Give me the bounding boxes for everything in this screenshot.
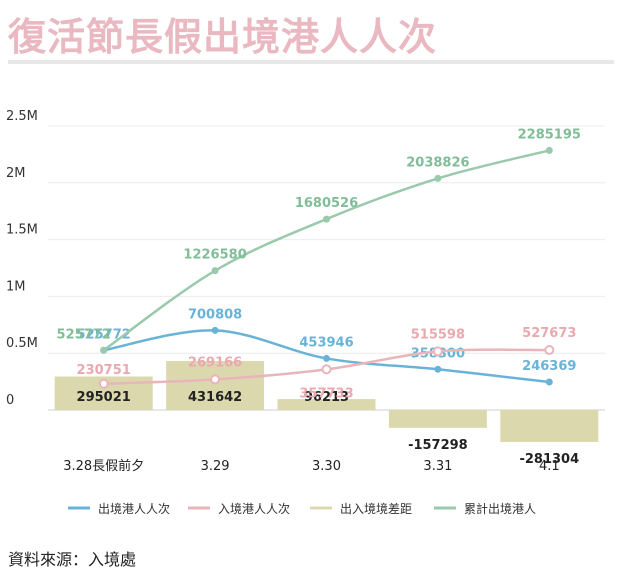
bar-value-label: -157298 <box>408 438 468 453</box>
series-outbound-point <box>323 354 330 362</box>
y-tick-label: 1.5M <box>6 223 38 238</box>
bar <box>277 399 376 410</box>
series-outbound-value-label: 700808 <box>188 307 242 322</box>
legend-label: 出入境境差距 <box>340 501 412 516</box>
bar-value-label: 431642 <box>188 390 242 405</box>
legend-label: 出境港人人次 <box>98 501 170 516</box>
series-cumulative-value-label: 2285195 <box>518 127 581 142</box>
series-outbound-point <box>545 378 553 386</box>
series-inbound-value-label: 230751 <box>77 363 131 378</box>
x-category-label: 3.30 <box>312 459 341 474</box>
bar-value-label: -281304 <box>519 452 579 467</box>
bar-value-label: 295021 <box>77 390 131 405</box>
bar-value-label: 96213 <box>304 390 349 405</box>
y-tick-label: 2M <box>6 166 26 181</box>
series-cumulative-value-label: 525772 <box>57 327 111 342</box>
x-category-label: 3.28長假前夕 <box>63 458 144 474</box>
series-cumulative-line <box>102 149 550 352</box>
series-inbound-point <box>98 378 109 389</box>
series-inbound-value-label: 357733 <box>299 386 353 401</box>
x-category-label: 3.31 <box>423 459 452 474</box>
series-outbound-point <box>434 365 442 373</box>
series-cumulative-value-label: 2038826 <box>406 155 469 170</box>
series-inbound-value-label: 269166 <box>188 355 242 370</box>
series-inbound-point <box>544 345 555 356</box>
x-category-label: 4.1 <box>539 459 560 474</box>
bar <box>500 410 599 442</box>
bar <box>166 360 265 410</box>
series-outbound-point <box>211 326 219 334</box>
title-divider <box>8 60 614 64</box>
series-cumulative-point <box>323 215 330 223</box>
chart-title: 復活節長假出境港人人次 <box>8 15 438 59</box>
y-tick-label: 0 <box>6 393 14 408</box>
series-cumulative-point <box>545 146 553 154</box>
series-inbound-value-label: 515598 <box>411 327 465 342</box>
legend-label: 累計出境港人 <box>464 501 536 516</box>
series-cumulative-point <box>100 346 108 354</box>
y-tick-label: 1M <box>6 279 26 294</box>
series-outbound-value-label: 525772 <box>77 327 131 342</box>
bar <box>388 410 487 428</box>
series-inbound-point <box>432 346 443 357</box>
series-cumulative-value-label: 1226580 <box>183 248 246 263</box>
series-inbound-point <box>210 374 221 385</box>
series-cumulative-point <box>211 267 219 275</box>
series-outbound-value-label: 453946 <box>299 335 353 350</box>
series-cumulative-value-label: 1680526 <box>295 196 358 211</box>
series-inbound-point <box>321 364 332 375</box>
y-tick-label: 0.5M <box>6 336 38 351</box>
series-cumulative-point <box>434 174 442 182</box>
source-note: 資料來源：入境處 <box>8 550 137 569</box>
series-outbound-value-label: 246369 <box>522 359 576 374</box>
series-inbound-value-label: 527673 <box>522 326 576 341</box>
legend-label: 入境港人人次 <box>218 501 290 516</box>
y-tick-label: 2.5M <box>6 109 38 124</box>
x-category-label: 3.29 <box>201 459 230 474</box>
